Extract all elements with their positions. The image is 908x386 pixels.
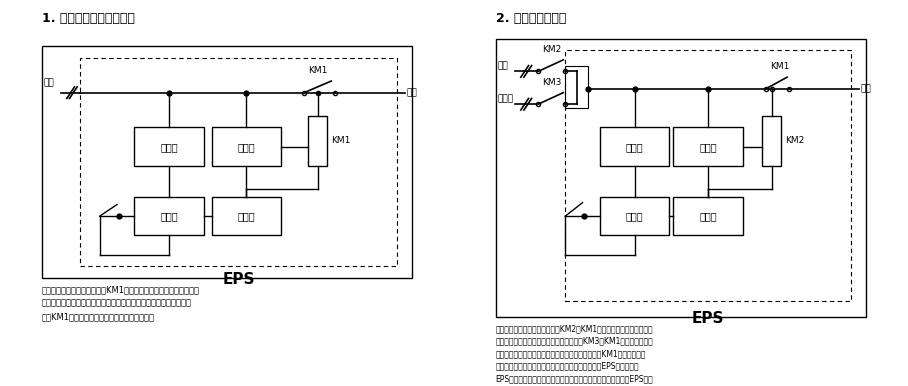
Bar xyxy=(673,127,743,166)
Bar xyxy=(762,116,782,166)
Text: KM2: KM2 xyxy=(542,45,561,54)
Text: 市电: 市电 xyxy=(44,78,54,88)
Text: 说明：当有市电时，市电通过KM1输出，同时充电器对免维护蓄电池
自动充电。当控制器检测到市电停电或电压过低、过高时，逆变器工
作使KM1切换至应急输出状态向负载: 说明：当有市电时，市电通过KM1输出，同时充电器对免维护蓄电池 自动充电。当控制… xyxy=(42,286,200,321)
Bar xyxy=(565,50,851,301)
Bar xyxy=(565,66,588,108)
Bar xyxy=(496,39,866,317)
Text: 说明：在正常情况下，市电通过KM2、KM1输入，同时充电器对免维护
蓄电池充电。当市电停电，备用电投入通过KM3、KM1输出，只有当常
用和备用电同时停电时通过: 说明：在正常情况下，市电通过KM2、KM1输入，同时充电器对免维护 蓄电池充电。… xyxy=(496,324,654,383)
Text: 1. 单电源双输入结构框图: 1. 单电源双输入结构框图 xyxy=(42,12,134,25)
Text: 充电器: 充电器 xyxy=(161,142,178,152)
Bar xyxy=(600,197,669,235)
Bar xyxy=(212,127,281,166)
Text: 控制器: 控制器 xyxy=(238,211,255,221)
Bar xyxy=(80,58,397,266)
Text: 市电: 市电 xyxy=(498,61,508,70)
Text: 输出: 输出 xyxy=(861,84,872,93)
Text: EPS: EPS xyxy=(692,311,725,326)
Text: 2. 双电源结构框图: 2. 双电源结构框图 xyxy=(496,12,566,25)
Text: 逆变器: 逆变器 xyxy=(238,142,255,152)
Bar xyxy=(212,197,281,235)
Bar xyxy=(42,46,412,278)
Text: KM1: KM1 xyxy=(770,63,789,71)
Bar xyxy=(308,116,328,166)
Text: 备用电: 备用电 xyxy=(498,94,514,103)
Text: 逆变器: 逆变器 xyxy=(699,142,716,152)
Text: KM3: KM3 xyxy=(542,78,561,87)
Text: 输出: 输出 xyxy=(407,88,418,97)
Text: KM1: KM1 xyxy=(308,66,328,75)
Text: 控制器: 控制器 xyxy=(699,211,716,221)
Bar xyxy=(134,127,203,166)
Text: EPS: EPS xyxy=(222,272,255,287)
Bar xyxy=(600,127,669,166)
Bar xyxy=(673,197,743,235)
Text: KM1: KM1 xyxy=(331,136,350,146)
Text: 电池组: 电池组 xyxy=(161,211,178,221)
Text: KM2: KM2 xyxy=(785,136,804,146)
Text: 充电器: 充电器 xyxy=(626,142,644,152)
Bar xyxy=(134,197,203,235)
Text: 电池组: 电池组 xyxy=(626,211,644,221)
